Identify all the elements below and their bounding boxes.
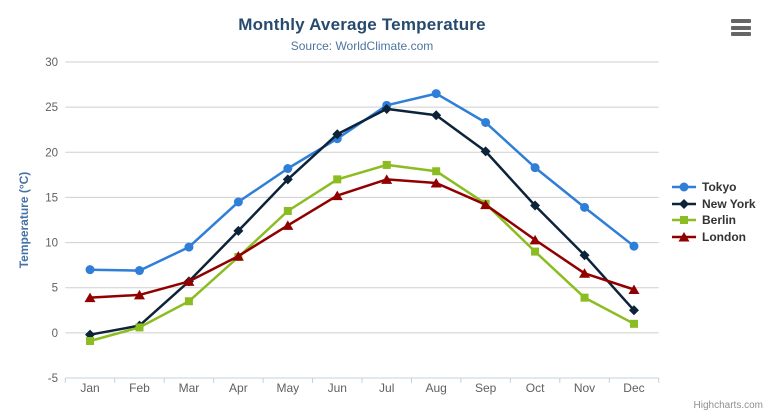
- data-point-london-mar[interactable]: [183, 276, 195, 286]
- data-point-london-apr[interactable]: [232, 251, 244, 261]
- legend-label: New York: [702, 196, 756, 211]
- data-point-new-york-jun[interactable]: [332, 129, 343, 140]
- data-point-new-york-oct[interactable]: [530, 200, 541, 211]
- data-point-tokyo-sep[interactable]: [481, 117, 491, 127]
- series-line-new-york[interactable]: [88, 107, 636, 336]
- data-point-berlin-dec[interactable]: [629, 319, 638, 328]
- data-point-london-jul[interactable]: [381, 174, 393, 184]
- square-legend-marker-icon: [672, 216, 696, 225]
- data-point-berlin-jan[interactable]: [86, 336, 95, 345]
- credits-link[interactable]: Highcharts.com: [693, 400, 763, 411]
- y-axis-tick-label: 25: [45, 102, 58, 114]
- legend-item-new-york[interactable]: New York: [671, 196, 756, 213]
- chart-title: Monthly Average Temperature: [238, 15, 486, 34]
- legend-label: Berlin: [702, 213, 737, 228]
- y-axis-tick-label: 20: [45, 147, 58, 159]
- data-point-london-oct[interactable]: [529, 234, 541, 245]
- legend-label: London: [702, 229, 746, 244]
- x-axis-tick-label: Jun: [328, 381, 347, 395]
- hamburger-menu-icon[interactable]: [731, 19, 751, 36]
- data-point-new-york-apr[interactable]: [233, 225, 244, 236]
- menu-bar: [731, 25, 751, 30]
- x-axis-tick-label: Jan: [80, 381, 99, 395]
- data-point-berlin-jun[interactable]: [333, 175, 342, 184]
- legend-item-berlin[interactable]: Berlin: [671, 212, 756, 229]
- data-point-berlin-mar[interactable]: [184, 297, 193, 306]
- data-point-berlin-may[interactable]: [283, 206, 292, 215]
- circle-legend-marker-icon: [672, 182, 696, 192]
- data-point-berlin-aug[interactable]: [432, 167, 441, 176]
- legend-label: Tokyo: [702, 180, 737, 195]
- diamond-marker-shape: [679, 198, 689, 209]
- data-point-tokyo-apr[interactable]: [233, 197, 243, 207]
- triangle-legend-marker-icon: [672, 231, 696, 242]
- x-axis-tick-label: Sep: [475, 381, 497, 395]
- data-point-london-jan[interactable]: [84, 292, 96, 303]
- series-line-london[interactable]: [88, 178, 636, 299]
- data-point-new-york-nov[interactable]: [579, 250, 590, 261]
- legend-item-london[interactable]: London: [671, 229, 756, 246]
- chart-subtitle: Source: WorldClimate.com: [290, 39, 434, 53]
- diamond-legend-marker-icon: [672, 198, 696, 209]
- data-point-london-may[interactable]: [282, 220, 294, 230]
- x-axis-tick-label: Nov: [574, 381, 595, 395]
- y-axis-tick-label: -5: [48, 373, 58, 385]
- menu-bar: [731, 19, 751, 23]
- data-point-london-sep[interactable]: [480, 199, 492, 210]
- x-axis-tick-label: Jul: [379, 381, 394, 395]
- x-axis-tick-label: May: [276, 381, 299, 395]
- data-point-london-nov[interactable]: [579, 268, 591, 278]
- triangle-marker-shape: [678, 231, 690, 242]
- x-axis-tick-label: Aug: [425, 381, 446, 395]
- data-point-new-york-dec[interactable]: [628, 305, 639, 316]
- x-axis-tick-label: Dec: [623, 381, 644, 395]
- series-line-berlin[interactable]: [88, 163, 636, 343]
- data-point-new-york-may[interactable]: [282, 174, 293, 185]
- data-point-london-jun[interactable]: [331, 190, 343, 201]
- data-point-berlin-feb[interactable]: [135, 323, 144, 332]
- data-point-tokyo-dec[interactable]: [629, 241, 639, 251]
- square-marker-shape: [680, 216, 688, 225]
- data-point-tokyo-jan[interactable]: [85, 265, 95, 275]
- data-point-tokyo-oct[interactable]: [530, 163, 540, 173]
- data-point-tokyo-aug[interactable]: [431, 89, 441, 99]
- x-axis-tick-label: Feb: [129, 381, 150, 395]
- data-point-berlin-jul[interactable]: [382, 160, 391, 169]
- y-axis-tick-label: 0: [52, 328, 58, 340]
- y-axis-tick-label: 15: [45, 192, 58, 204]
- data-point-new-york-sep[interactable]: [480, 146, 491, 157]
- legend: Tokyo New York Berlin London: [671, 179, 756, 245]
- x-axis-tick-label: Oct: [526, 381, 545, 395]
- data-point-london-dec[interactable]: [628, 284, 640, 295]
- y-axis-title: Temperature (°C): [17, 171, 31, 269]
- menu-bar: [731, 32, 751, 36]
- data-point-tokyo-mar[interactable]: [184, 242, 194, 252]
- x-axis-tick-label: Apr: [229, 381, 248, 395]
- data-point-tokyo-may[interactable]: [283, 164, 293, 174]
- data-point-new-york-jul[interactable]: [381, 103, 392, 114]
- data-point-berlin-oct[interactable]: [531, 247, 540, 256]
- y-axis-tick-label: 30: [45, 57, 58, 69]
- legend-item-tokyo[interactable]: Tokyo: [671, 179, 756, 196]
- data-point-london-aug[interactable]: [430, 177, 442, 188]
- data-point-tokyo-feb[interactable]: [134, 266, 144, 276]
- y-axis-tick-label: 5: [52, 283, 58, 295]
- data-point-berlin-nov[interactable]: [580, 293, 589, 302]
- data-point-london-feb[interactable]: [133, 289, 145, 300]
- data-point-tokyo-nov[interactable]: [580, 202, 590, 212]
- circle-marker-shape: [679, 182, 689, 192]
- data-point-new-york-aug[interactable]: [431, 110, 442, 121]
- y-axis-tick-label: 10: [45, 238, 58, 250]
- x-axis-tick-label: Mar: [179, 381, 200, 395]
